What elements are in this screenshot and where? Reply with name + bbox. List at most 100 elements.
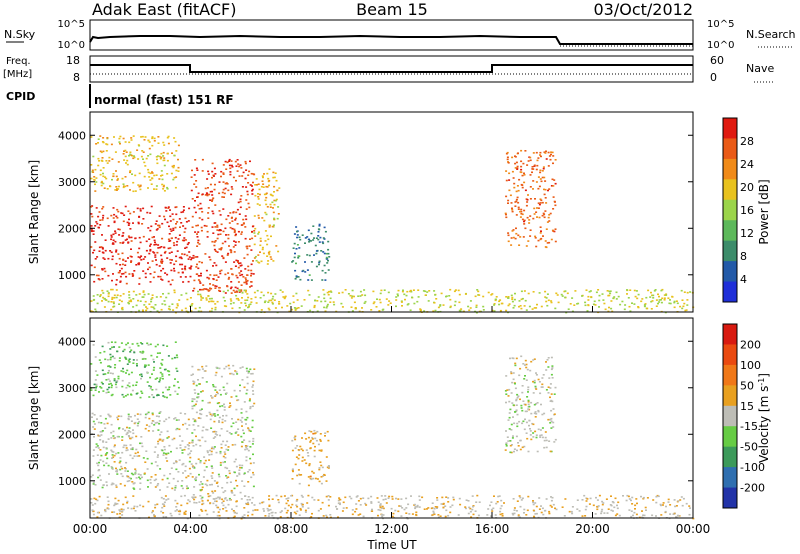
scatter-cell-6-282 [316, 310, 319, 312]
scatter-cell-5-359 [162, 515, 165, 518]
scatter-cell-6-32 [413, 302, 416, 305]
scatter-cell-2-146 [238, 472, 241, 475]
scatter-cell-2-340 [206, 276, 209, 279]
scatter-cell-0-251 [159, 275, 162, 278]
scatter-cell-0-237 [142, 235, 145, 238]
scatter-cell-2-257 [214, 389, 217, 391]
scatter-cell-3-23 [272, 207, 274, 209]
scatter-cell-5-177 [400, 498, 403, 500]
scatter-cell-0-113 [188, 467, 191, 470]
scatter-cell-4-138 [525, 366, 528, 369]
scatter-cell-6-516 [156, 310, 159, 312]
scatter-cell-3-90 [325, 480, 328, 482]
scatter-cell-2-333 [200, 408, 203, 410]
scatter-cell-1-158 [155, 185, 158, 187]
scatter-cell-5-574 [394, 509, 397, 512]
scatter-cell-5-174 [405, 512, 408, 514]
scatter-cell-2-331 [246, 193, 249, 196]
scatter-cell-2-47 [220, 443, 223, 446]
scatter-cell-4-75 [523, 445, 526, 448]
scatter-cell-1-42 [120, 342, 123, 344]
scatter-cell-2-357 [230, 160, 233, 162]
scatter-cell-0-200 [178, 256, 181, 259]
scatter-cell-5-131 [505, 195, 508, 198]
scatter-cell-6-55 [626, 293, 628, 295]
scatter-cell-6-138 [307, 289, 310, 292]
scatter-cell-3-17 [299, 445, 302, 448]
scatter-cell-1-59 [106, 137, 109, 139]
scatter-cell-5-393 [518, 516, 521, 518]
scatter-cell-2-139 [199, 445, 202, 447]
scatter-cell-2-228 [193, 398, 196, 400]
scatter-cell-5-121 [535, 245, 538, 248]
scatter-cell-5-58 [550, 185, 553, 187]
scatter-cell-5-524 [475, 501, 478, 503]
scatter-cell-2-220 [237, 418, 240, 421]
scatter-cell-6-168 [121, 307, 123, 310]
scatter-cell-2-258 [213, 420, 216, 423]
scatter-cell-1-101 [151, 136, 154, 138]
scatter-cell-2-37 [245, 169, 248, 171]
scatter-cell-2-163 [239, 419, 242, 422]
scatter-cell-1-75 [107, 341, 110, 344]
scatter-cell-2-213 [242, 429, 244, 432]
scatter-cell-5-98 [379, 503, 382, 505]
scatter-cell-5-54 [339, 502, 341, 505]
scatter-cell-2-353 [224, 240, 227, 243]
scatter-cell-2-3 [246, 190, 249, 193]
scatter-cell-2-34 [212, 384, 215, 386]
scatter-cell-2-144 [221, 242, 224, 245]
scatter-cell-0-19 [184, 239, 187, 241]
scatter-cell-2-48 [219, 405, 221, 408]
scatter-cell-4-159 [508, 400, 511, 403]
scatter-cell-1-84 [137, 345, 140, 347]
scatter-cell-1-6 [151, 389, 154, 391]
scatter-cell-5-199 [516, 168, 519, 170]
scatter-cell-2-217 [198, 473, 200, 476]
scatter-cell-1-105 [158, 178, 161, 180]
scatter-cell-6-596 [128, 300, 131, 302]
scatter-cell-2-248 [213, 188, 216, 191]
scatter-cell-5-356 [130, 507, 133, 510]
scatter-cell-2-382 [245, 281, 248, 284]
scatter-cell-5-612 [279, 511, 282, 514]
scatter-cell-5-156 [552, 208, 555, 210]
scatter-cell-0-31 [169, 283, 172, 286]
scatter-cell-1-128 [160, 175, 162, 177]
scatter-cell-5-17 [199, 495, 202, 497]
scatter-cell-6-116 [142, 290, 145, 292]
scatter-cell-0-214 [120, 415, 123, 418]
scatter-cell-2-289 [191, 441, 194, 443]
scatter-cell-4-219 [526, 368, 529, 371]
sky-tick-low: 10^0 [58, 40, 85, 51]
scatter-cell-0-287 [118, 228, 121, 231]
scatter-cell-6-494 [350, 297, 353, 299]
scatter-cell-6-336 [458, 293, 461, 296]
scatter-cell-0-244 [144, 416, 147, 419]
scatter-cell-4-80 [326, 258, 329, 260]
scatter-cell-1-150 [122, 153, 125, 155]
scatter-cell-3-94 [314, 432, 317, 434]
scatter-cell-0-290 [151, 236, 154, 239]
scatter-cell-1-219 [128, 346, 131, 349]
scatter-cell-3-108 [259, 240, 262, 242]
scatter-cell-2-182 [233, 240, 236, 242]
scatter-cell-1-21 [173, 176, 176, 179]
scatter-cell-1-18 [108, 383, 111, 385]
scatter-cell-5-116 [554, 159, 557, 161]
scatter-cell-1-189 [141, 358, 144, 360]
scatter-cell-2-183 [211, 483, 213, 486]
scatter-cell-2-315 [207, 173, 210, 175]
scatter-cell-2-212 [198, 208, 201, 210]
scatter-cell-0-58 [123, 444, 126, 447]
scatter-cell-6-65 [615, 298, 618, 300]
scatter-cell-2-257 [241, 224, 244, 226]
scatter-cell-2-339 [216, 414, 219, 416]
scatter-cell-4-153 [510, 451, 513, 454]
scatter-cell-2-276 [244, 177, 247, 180]
scatter-cell-2-60 [198, 261, 201, 263]
scatter-cell-1-39 [143, 139, 146, 141]
scatter-cell-6-258 [159, 296, 162, 298]
scatter-cell-3-51 [308, 430, 311, 432]
scatter-cell-2-86 [197, 231, 200, 233]
